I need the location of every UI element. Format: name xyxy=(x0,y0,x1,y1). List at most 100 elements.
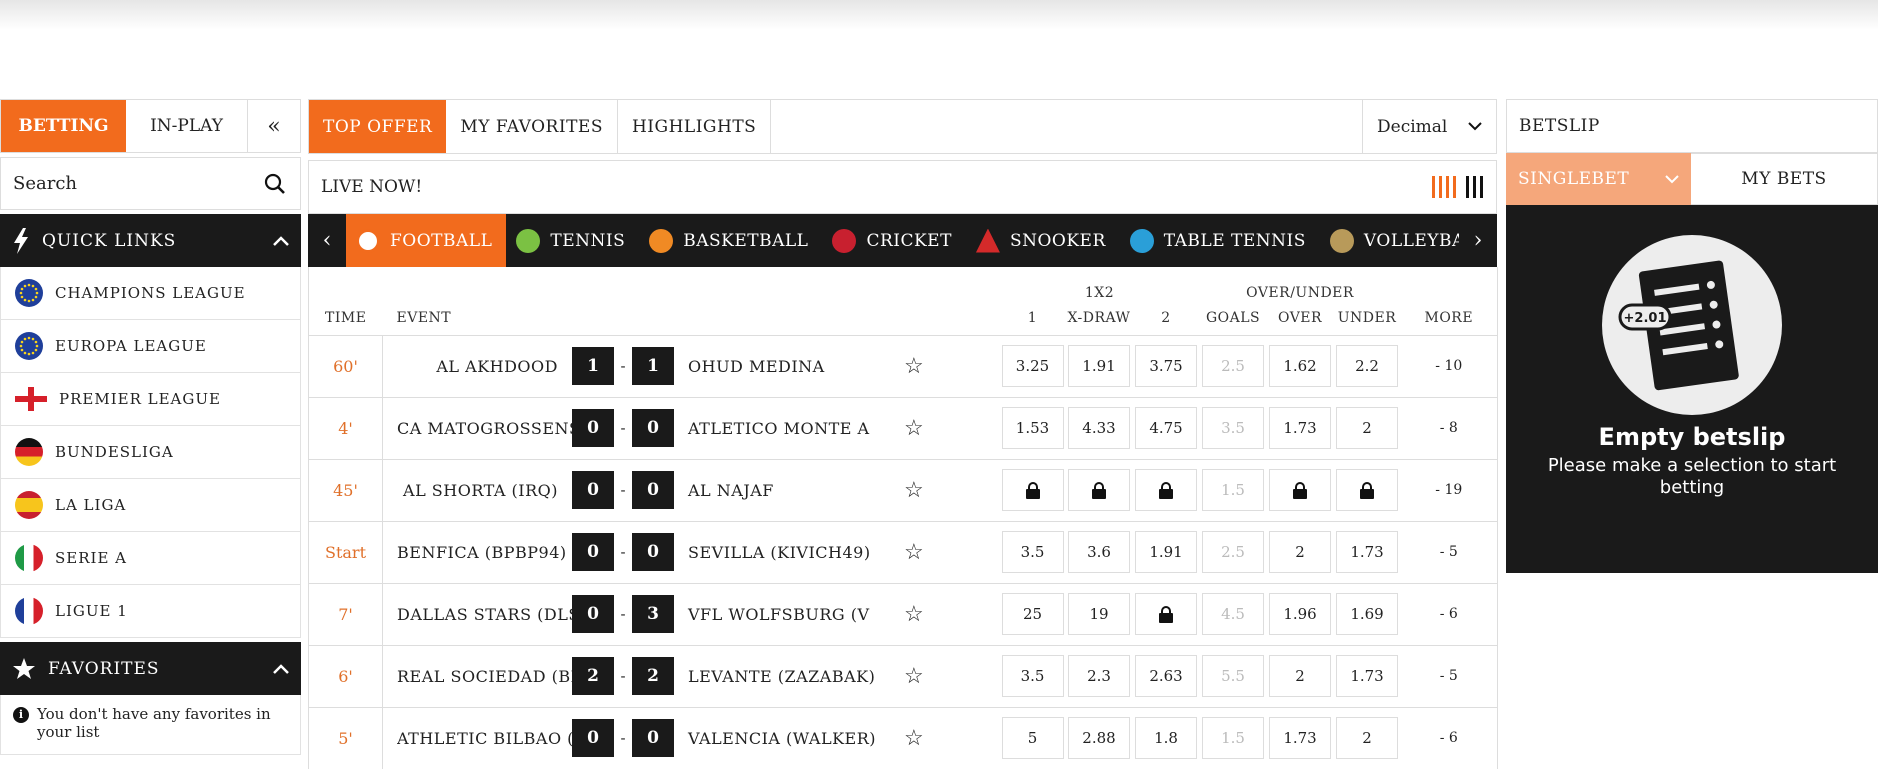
more-markets[interactable]: - 5 xyxy=(1400,645,1499,707)
odd-under[interactable]: 2.2 xyxy=(1336,345,1399,387)
quick-link-champions-league[interactable]: CHAMPIONS LEAGUE xyxy=(0,267,301,320)
quick-link-bundesliga[interactable]: BUNDESLIGA xyxy=(0,426,301,479)
more-markets[interactable]: - 10 xyxy=(1400,335,1499,397)
volleyball-icon xyxy=(1329,228,1354,253)
favorite-star-icon[interactable]: ☆ xyxy=(904,539,924,565)
chevron-right-icon[interactable]: › xyxy=(1473,228,1483,253)
odd-draw[interactable]: 3.6 xyxy=(1068,531,1130,573)
odd-home[interactable]: 3.5 xyxy=(1001,531,1064,573)
odd-under[interactable]: 1.69 xyxy=(1336,593,1399,635)
favorites-header[interactable]: FAVORITES xyxy=(0,642,301,695)
match-row[interactable]: Start BENFICA (BPBP94) 0-0 SEVILLA (KIVICH4… xyxy=(308,521,1499,583)
match-event[interactable]: DALLAS STARS (DLS 0-3 VFL WOLFSBURG (V ☆ xyxy=(383,584,1000,645)
sport-table-tennis[interactable]: TABLE TENNIS xyxy=(1120,214,1320,267)
sport-label: FOOTBALL xyxy=(390,230,493,251)
odd-draw[interactable]: 1.91 xyxy=(1068,345,1130,387)
tab-highlights[interactable]: HIGHLIGHTS xyxy=(618,100,772,153)
tab-top-offer[interactable]: TOP OFFER xyxy=(309,100,447,153)
chevron-left-icon[interactable]: ‹ xyxy=(322,228,332,253)
sport-basketball[interactable]: BASKETBALL xyxy=(639,214,822,267)
odd-away[interactable]: 3.75 xyxy=(1135,345,1198,387)
lock-icon xyxy=(1092,482,1106,499)
sport-volleyball[interactable]: VOLLEYBALL xyxy=(1320,214,1459,267)
match-row[interactable]: 7' DALLAS STARS (DLS 0-3 VFL WOLFSBURG (V ☆ 2… xyxy=(308,583,1499,645)
sport-snooker[interactable]: SNOOKER xyxy=(966,214,1120,267)
home-score: 0 xyxy=(572,595,614,633)
away-score: 3 xyxy=(632,595,674,633)
odd-over[interactable]: 2 xyxy=(1269,531,1332,573)
search-icon[interactable] xyxy=(264,173,286,195)
match-event[interactable]: BENFICA (BPBP94) 0-0 SEVILLA (KIVICH49) ☆ xyxy=(383,522,1000,583)
odd-over[interactable]: 1.62 xyxy=(1269,345,1332,387)
match-event[interactable]: CA MATOGROSSENS 0-0 ATLETICO MONTE A ☆ xyxy=(383,398,1000,459)
match-event[interactable]: AL SHORTA (IRQ) 0-0 AL NAJAF ☆ xyxy=(383,460,1000,521)
quick-link-premier-league[interactable]: PREMIER LEAGUE xyxy=(0,373,301,426)
chevron-up-icon[interactable] xyxy=(273,663,289,674)
favorite-star-icon[interactable]: ☆ xyxy=(904,415,924,441)
tab-singlebet[interactable]: SINGLEBET xyxy=(1506,153,1691,205)
header-event: EVENT xyxy=(396,309,452,326)
header-under: UNDER xyxy=(1337,309,1397,326)
odd-home[interactable]: 3.5 xyxy=(1001,655,1064,697)
match-row[interactable]: 45' AL SHORTA (IRQ) 0-0 AL NAJAF ☆ 1.5 - 19 xyxy=(308,459,1499,521)
more-markets[interactable]: - 5 xyxy=(1400,521,1499,583)
favorite-star-icon[interactable]: ☆ xyxy=(904,663,924,689)
odd-home[interactable]: 25 xyxy=(1001,593,1064,635)
match-event[interactable]: ATHLETIC BILBAO (Z 0-0 VALENCIA (WALKER) ☆ xyxy=(383,708,1000,769)
odd-away[interactable]: 4.75 xyxy=(1135,407,1198,449)
match-row[interactable]: 6' REAL SOCIEDAD (BL 2-2 LEVANTE (ZAZABAK) ☆… xyxy=(308,645,1499,707)
top-shadow xyxy=(0,0,1878,30)
favorite-star-icon[interactable]: ☆ xyxy=(904,477,924,503)
narrow-columns-view-icon[interactable] xyxy=(1466,176,1484,198)
sport-cricket[interactable]: CRICKET xyxy=(822,214,965,267)
chevron-down-icon xyxy=(1665,174,1679,183)
match-time: 6' xyxy=(308,645,383,707)
odd-away[interactable]: 2.63 xyxy=(1135,655,1198,697)
odd-over[interactable]: 1.96 xyxy=(1269,593,1332,635)
chevron-up-icon[interactable] xyxy=(273,235,289,246)
odd-away[interactable]: 1.91 xyxy=(1135,531,1198,573)
odd-draw[interactable]: 2.3 xyxy=(1068,655,1130,697)
odd-under[interactable]: 1.73 xyxy=(1336,531,1399,573)
live-now-bar: LIVE NOW! xyxy=(308,160,1497,214)
sport-football[interactable]: FOOTBALL xyxy=(346,214,507,267)
match-event[interactable]: REAL SOCIEDAD (BL 2-2 LEVANTE (ZAZABAK) ☆ xyxy=(383,646,1000,707)
quick-link-serie-a[interactable]: SERIE A xyxy=(0,532,301,585)
favorite-star-icon[interactable]: ☆ xyxy=(904,725,924,751)
odd-home[interactable]: 3.25 xyxy=(1001,345,1064,387)
sport-tennis[interactable]: TENNIS xyxy=(506,214,639,267)
tab-in-play[interactable]: IN-PLAY xyxy=(126,100,248,152)
favorite-star-icon[interactable]: ☆ xyxy=(904,353,924,379)
match-row[interactable]: 4' CA MATOGROSSENS 0-0 ATLETICO MONTE A ☆ 1.5… xyxy=(308,397,1499,459)
tab-my-favorites[interactable]: MY FAVORITES xyxy=(446,100,618,153)
tab-betting[interactable]: BETTING xyxy=(1,100,126,152)
odd-draw[interactable]: 4.33 xyxy=(1068,407,1130,449)
odd-under[interactable]: 1.73 xyxy=(1336,655,1399,697)
more-markets[interactable]: - 6 xyxy=(1400,707,1499,769)
header-2: 2 xyxy=(1161,309,1171,326)
collapse-sidebar-button[interactable]: « xyxy=(267,113,281,139)
quick-links-header[interactable]: QUICK LINKS xyxy=(0,214,301,267)
odd-over[interactable]: 2 xyxy=(1269,655,1332,697)
quick-link-la-liga[interactable]: LA LIGA xyxy=(0,479,301,532)
match-event[interactable]: AL AKHDOOD 1-1 OHUD MEDINA ☆ xyxy=(383,336,1000,397)
odds-format-select[interactable]: Decimal xyxy=(1363,100,1496,153)
tabs-spacer xyxy=(771,100,1363,153)
odd-draw[interactable]: 19 xyxy=(1068,593,1130,635)
odd-home[interactable]: 1.53 xyxy=(1001,407,1064,449)
match-row[interactable]: 60' AL AKHDOOD 1-1 OHUD MEDINA ☆ 3.25 1.91 3.75… xyxy=(308,335,1499,397)
more-markets[interactable]: - 8 xyxy=(1400,397,1499,459)
eu-flag-icon xyxy=(15,332,43,360)
odd-over[interactable]: 1.73 xyxy=(1269,407,1332,449)
odd-under[interactable]: 2 xyxy=(1336,407,1399,449)
quick-link-ligue-1[interactable]: LIGUE 1 xyxy=(0,585,301,638)
search-input[interactable]: Search xyxy=(0,157,301,210)
quick-link-europa-league[interactable]: EUROPA LEAGUE xyxy=(0,320,301,373)
singlebet-label: SINGLEBET xyxy=(1518,169,1630,189)
favorite-star-icon[interactable]: ☆ xyxy=(904,601,924,627)
tab-my-bets[interactable]: MY BETS xyxy=(1691,153,1878,205)
more-markets[interactable]: - 19 xyxy=(1400,459,1499,521)
match-row[interactable]: 5' ATHLETIC BILBAO (Z 0-0 VALENCIA (WALKER)… xyxy=(308,707,1499,769)
wide-columns-view-icon[interactable] xyxy=(1432,176,1456,198)
more-markets[interactable]: - 6 xyxy=(1400,583,1499,645)
